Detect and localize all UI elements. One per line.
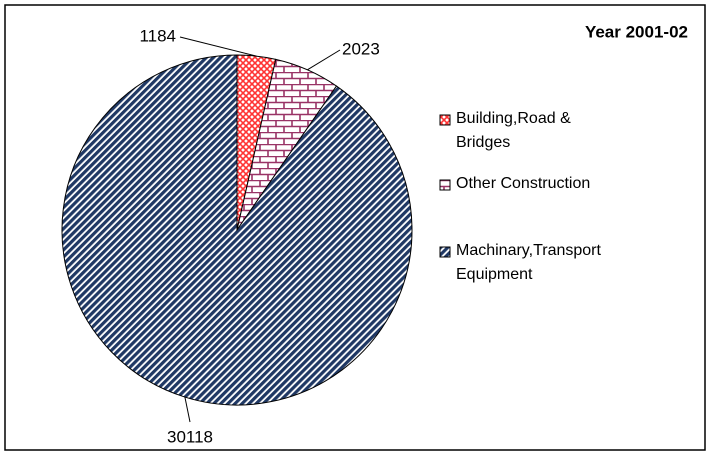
legend-label: Building,Road & Bridges [456, 110, 571, 151]
legend-label: Other Construction [456, 175, 591, 192]
data-label: 2023 [342, 39, 380, 58]
pie-slice [61, 54, 413, 406]
data-label: 1184 [139, 26, 176, 45]
leader-line [179, 36, 257, 57]
data-label: 30118 [167, 427, 213, 446]
legend-swatch [439, 114, 451, 126]
leader-line [184, 396, 191, 423]
chart-title: Year 2001-02 [585, 22, 688, 41]
legend-swatch [439, 246, 451, 258]
legend-entry: Building,Road & Bridges [456, 110, 571, 151]
legend-entry: Other Construction [456, 175, 591, 192]
legend-entry: Machinary,Transport Equipment [456, 242, 601, 283]
legend-label: Machinary,Transport Equipment [456, 242, 601, 283]
legend-swatch [439, 179, 451, 191]
leader-line [307, 49, 341, 71]
